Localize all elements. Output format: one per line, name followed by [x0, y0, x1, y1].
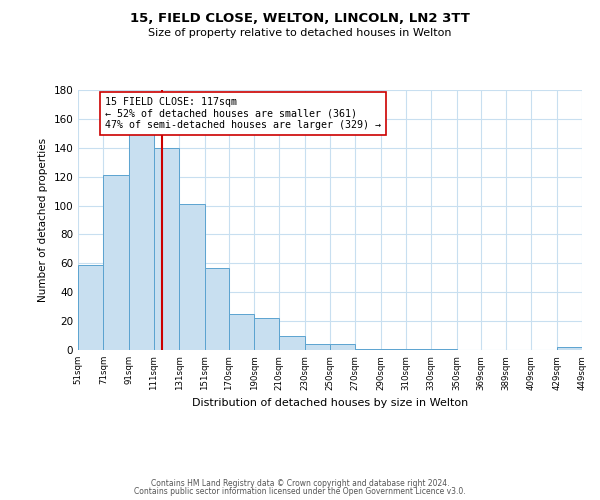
Bar: [380, 348, 406, 350]
Bar: [557, 347, 582, 350]
Bar: [305, 344, 330, 350]
Bar: [78, 265, 103, 350]
Bar: [103, 175, 128, 350]
Text: 15, FIELD CLOSE, WELTON, LINCOLN, LN2 3TT: 15, FIELD CLOSE, WELTON, LINCOLN, LN2 3T…: [130, 12, 470, 26]
Bar: [330, 344, 355, 350]
Text: Contains public sector information licensed under the Open Government Licence v3: Contains public sector information licen…: [134, 487, 466, 496]
Text: Contains HM Land Registry data © Crown copyright and database right 2024.: Contains HM Land Registry data © Crown c…: [151, 478, 449, 488]
Bar: [128, 134, 154, 350]
Bar: [406, 348, 431, 350]
Bar: [431, 348, 457, 350]
Bar: [179, 204, 205, 350]
X-axis label: Distribution of detached houses by size in Welton: Distribution of detached houses by size …: [192, 398, 468, 408]
Bar: [280, 336, 305, 350]
Y-axis label: Number of detached properties: Number of detached properties: [38, 138, 48, 302]
Bar: [355, 348, 380, 350]
Text: Size of property relative to detached houses in Welton: Size of property relative to detached ho…: [148, 28, 452, 38]
Bar: [254, 318, 280, 350]
Bar: [205, 268, 229, 350]
Bar: [154, 148, 179, 350]
Text: 15 FIELD CLOSE: 117sqm
← 52% of detached houses are smaller (361)
47% of semi-de: 15 FIELD CLOSE: 117sqm ← 52% of detached…: [104, 97, 380, 130]
Bar: [229, 314, 254, 350]
